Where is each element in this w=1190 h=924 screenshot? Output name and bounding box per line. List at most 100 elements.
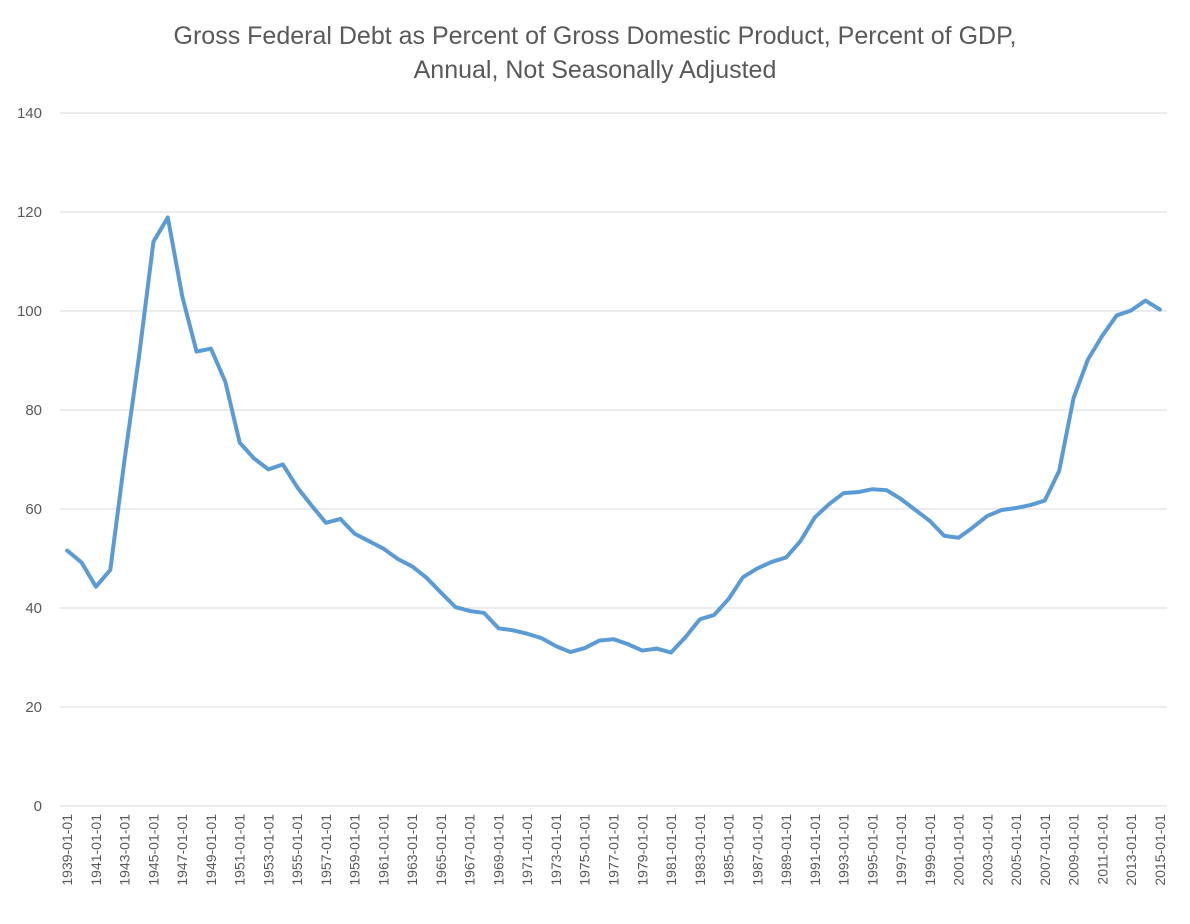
data-point — [1100, 334, 1104, 338]
data-point — [655, 647, 659, 651]
data-point — [1028, 503, 1032, 507]
data-point — [324, 521, 328, 525]
data-point — [439, 591, 443, 595]
data-points — [65, 215, 1162, 654]
data-point — [65, 549, 69, 553]
data-point — [482, 611, 486, 615]
data-point — [540, 636, 544, 640]
data-point — [899, 497, 903, 501]
data-point — [281, 462, 285, 466]
data-point — [511, 628, 515, 632]
data-point — [1129, 309, 1133, 313]
x-tick-label: 1949-01-01 — [203, 814, 219, 886]
data-point — [108, 568, 112, 572]
y-tick-label: 20 — [25, 699, 42, 716]
x-tick-label: 1995-01-01 — [864, 814, 880, 886]
data-point — [798, 539, 802, 543]
data-point — [554, 644, 558, 648]
x-tick-label: 1997-01-01 — [893, 814, 909, 886]
data-point — [885, 488, 889, 492]
data-point — [137, 354, 141, 358]
data-point — [1086, 358, 1090, 362]
data-point — [784, 556, 788, 560]
data-point — [942, 534, 946, 538]
data-point — [180, 294, 184, 298]
data-point — [1000, 508, 1004, 512]
data-point — [568, 650, 572, 654]
data-point — [525, 632, 529, 636]
data-point — [1057, 469, 1061, 473]
data-point — [583, 646, 587, 650]
x-tick-label: 1945-01-01 — [145, 814, 161, 886]
data-point — [353, 532, 357, 536]
data-point — [123, 457, 127, 461]
x-tick-label: 2003-01-01 — [979, 814, 995, 886]
data-point — [669, 651, 673, 655]
x-tick-label: 2005-01-01 — [1008, 814, 1024, 886]
data-point — [985, 514, 989, 518]
data-point — [396, 557, 400, 561]
data-point — [755, 566, 759, 570]
x-tick-label: 2007-01-01 — [1037, 814, 1053, 886]
x-tick-label: 1991-01-01 — [807, 814, 823, 886]
x-tick-label: 1965-01-01 — [433, 814, 449, 886]
x-tick-label: 1983-01-01 — [692, 814, 708, 886]
x-tick-label: 2015-01-01 — [1152, 814, 1168, 886]
data-point — [338, 517, 342, 521]
series-layer — [65, 215, 1162, 655]
x-tick-label: 1973-01-01 — [548, 814, 564, 886]
data-point — [238, 441, 242, 445]
y-tick-label: 80 — [25, 402, 42, 419]
data-point — [640, 649, 644, 653]
data-point — [770, 560, 774, 564]
x-tick-label: 1977-01-01 — [606, 814, 622, 886]
data-point — [870, 487, 874, 491]
x-axis-tick-labels: 1939-01-01 1941-01-01 1943-01-01 1945-01-01… — [59, 814, 1168, 886]
x-tick-label: 1959-01-01 — [347, 814, 363, 886]
data-point — [1158, 308, 1162, 312]
data-point — [1143, 299, 1147, 303]
data-point — [957, 536, 961, 540]
x-tick-label: 2001-01-01 — [951, 814, 967, 886]
chart-title-line-1: Gross Federal Debt as Percent of Gross D… — [174, 22, 1017, 50]
x-tick-label: 1939-01-01 — [59, 814, 75, 886]
y-axis-tick-labels: 0 20 40 60 80 100 120 140 — [17, 105, 42, 815]
data-point — [266, 467, 270, 471]
data-point — [453, 605, 457, 609]
data-point — [612, 637, 616, 641]
data-point — [856, 490, 860, 494]
x-tick-label: 1957-01-01 — [318, 814, 334, 886]
x-tick-label: 1987-01-01 — [749, 814, 765, 886]
y-tick-label: 140 — [17, 105, 42, 122]
data-point — [166, 215, 170, 219]
data-point — [842, 491, 846, 495]
x-tick-label: 1941-01-01 — [88, 814, 104, 886]
x-tick-label: 1967-01-01 — [462, 814, 478, 886]
data-point — [683, 635, 687, 639]
x-tick-label: 1985-01-01 — [721, 814, 737, 886]
data-point — [223, 380, 227, 384]
data-point — [597, 639, 601, 643]
x-tick-label: 1993-01-01 — [836, 814, 852, 886]
y-tick-label: 100 — [17, 303, 42, 320]
data-point — [1115, 313, 1119, 317]
data-point — [367, 539, 371, 543]
data-point — [410, 564, 414, 568]
x-tick-label: 1981-01-01 — [663, 814, 679, 886]
x-tick-label: 2013-01-01 — [1123, 814, 1139, 886]
data-point — [94, 585, 98, 589]
y-tick-label: 60 — [25, 501, 42, 518]
data-point — [1043, 499, 1047, 503]
data-point — [913, 508, 917, 512]
x-tick-label: 1979-01-01 — [634, 814, 650, 886]
data-point — [827, 502, 831, 506]
x-tick-label: 1951-01-01 — [232, 814, 248, 886]
data-point — [310, 504, 314, 508]
data-point — [425, 576, 429, 580]
data-point — [1072, 396, 1076, 400]
x-tick-label: 1943-01-01 — [117, 814, 133, 886]
data-point — [80, 560, 84, 564]
x-tick-label: 2011-01-01 — [1094, 814, 1110, 885]
